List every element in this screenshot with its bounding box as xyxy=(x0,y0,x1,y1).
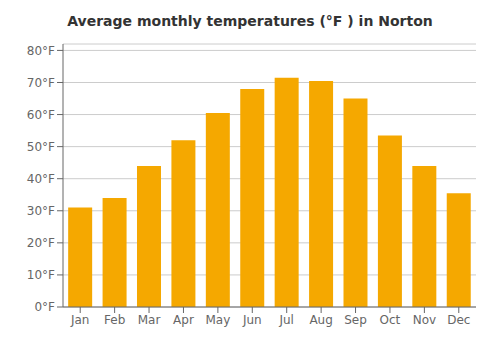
svg-text:Dec: Dec xyxy=(447,313,470,327)
svg-text:50°F: 50°F xyxy=(27,140,55,154)
svg-text:Jul: Jul xyxy=(278,313,293,327)
svg-text:Jun: Jun xyxy=(242,313,262,327)
svg-text:Sep: Sep xyxy=(344,313,367,327)
svg-text:0°F: 0°F xyxy=(34,300,55,314)
svg-text:Nov: Nov xyxy=(413,313,436,327)
svg-text:80°F: 80°F xyxy=(27,44,55,58)
svg-text:Jan: Jan xyxy=(70,313,90,327)
html-text:Average monthly temperatures (: Average monthly temperatures (°F ) in No… xyxy=(67,13,433,29)
svg-text:Apr: Apr xyxy=(173,313,194,327)
svg-text:May: May xyxy=(205,313,230,327)
svg-text:Mar: Mar xyxy=(138,313,161,327)
svg-text:40°F: 40°F xyxy=(27,172,55,186)
svg-text:10°F: 10°F xyxy=(27,268,55,282)
svg-text:Aug: Aug xyxy=(309,313,332,327)
svg-text:20°F: 20°F xyxy=(27,236,55,250)
svg-text:60°F: 60°F xyxy=(27,108,55,122)
svg-text:70°F: 70°F xyxy=(27,76,55,90)
svg-text:Feb: Feb xyxy=(104,313,125,327)
svg-text:30°F: 30°F xyxy=(27,204,55,218)
svg-text:Oct: Oct xyxy=(380,313,401,327)
